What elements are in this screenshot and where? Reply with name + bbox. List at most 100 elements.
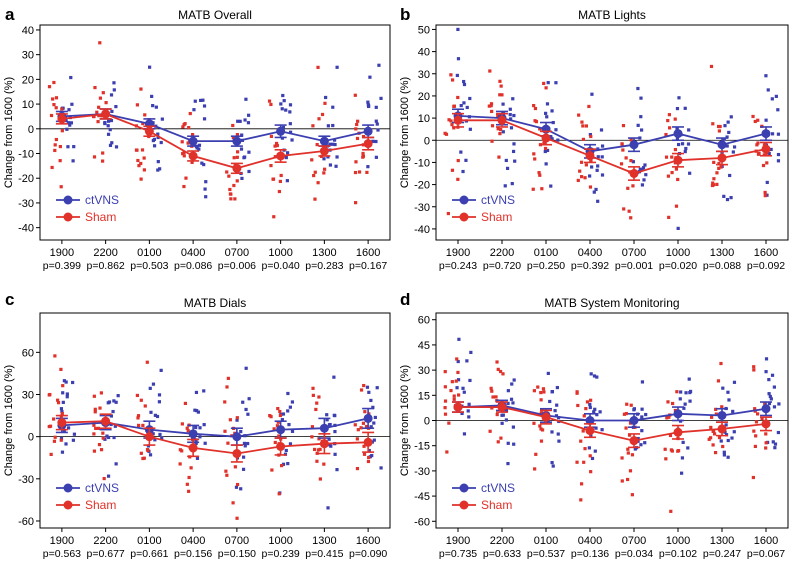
subject-point bbox=[108, 128, 112, 132]
subject-point bbox=[141, 122, 145, 126]
subject-point bbox=[374, 139, 378, 144]
subject-point bbox=[235, 132, 239, 137]
subject-point bbox=[374, 155, 378, 159]
subject-point bbox=[239, 147, 244, 151]
x-tick-label: 0400 bbox=[181, 535, 205, 547]
subject-point bbox=[235, 418, 239, 422]
subject-point bbox=[271, 177, 275, 181]
subject-point bbox=[626, 477, 630, 482]
subject-point bbox=[764, 432, 768, 436]
subject-point bbox=[158, 167, 162, 171]
subject-point bbox=[197, 143, 202, 147]
subject-point bbox=[181, 125, 185, 129]
subject-point bbox=[632, 408, 636, 412]
subject-point bbox=[455, 386, 459, 390]
y-tick-label: -10 bbox=[414, 157, 430, 169]
series-sham bbox=[55, 413, 375, 463]
subject-point bbox=[328, 142, 332, 146]
subject-point bbox=[550, 109, 554, 113]
subject-point bbox=[320, 112, 325, 117]
subject-point bbox=[136, 158, 140, 163]
p-value-label: p=0.086 bbox=[174, 260, 212, 272]
subject-point bbox=[683, 150, 687, 154]
subject-point bbox=[136, 416, 140, 420]
subject-point bbox=[722, 194, 726, 198]
subject-point bbox=[232, 156, 236, 160]
subject-point bbox=[114, 400, 118, 404]
panel-c: c MATB Dials Change from 1600 (%) -60 -30 0 30… bbox=[3, 290, 391, 560]
mean-marker bbox=[453, 402, 463, 412]
subject-point bbox=[549, 184, 553, 188]
subject-point bbox=[195, 456, 200, 460]
subject-point bbox=[468, 96, 472, 101]
subject-point bbox=[600, 428, 604, 432]
subject-point bbox=[490, 139, 494, 143]
subject-point bbox=[506, 389, 510, 393]
subject-point bbox=[231, 501, 235, 505]
subject-point bbox=[667, 415, 671, 419]
individual-points-ctvns bbox=[60, 63, 383, 199]
subject-point bbox=[374, 105, 378, 109]
p-value-label: p=0.250 bbox=[527, 260, 565, 272]
subject-point bbox=[542, 390, 546, 394]
subject-point bbox=[675, 106, 680, 111]
subject-point bbox=[59, 436, 64, 441]
subject-point bbox=[143, 113, 147, 117]
subject-point bbox=[447, 118, 451, 122]
series-sham bbox=[452, 112, 772, 181]
subject-point bbox=[683, 106, 687, 110]
subject-point bbox=[194, 390, 199, 395]
subject-point bbox=[226, 441, 230, 445]
subject-point bbox=[584, 407, 588, 411]
subject-point bbox=[240, 133, 244, 137]
subject-point bbox=[732, 380, 737, 384]
subject-point bbox=[50, 165, 54, 170]
subject-point bbox=[498, 369, 503, 374]
subject-point bbox=[60, 450, 65, 454]
subject-point bbox=[288, 103, 293, 107]
subject-point bbox=[512, 442, 516, 446]
subject-point bbox=[317, 117, 321, 121]
subject-point bbox=[723, 124, 727, 128]
subject-point bbox=[643, 163, 647, 167]
subject-point bbox=[629, 138, 633, 142]
subject-point bbox=[494, 395, 498, 399]
subject-point bbox=[54, 106, 58, 110]
subject-point bbox=[726, 120, 730, 124]
subject-point bbox=[720, 405, 724, 409]
panel-d: d MATB System Monitoring Change from 1600 … bbox=[399, 290, 789, 560]
subject-point bbox=[460, 411, 464, 416]
subject-point bbox=[711, 429, 715, 433]
subject-point bbox=[550, 390, 554, 394]
subject-point bbox=[762, 153, 766, 157]
subject-point bbox=[322, 462, 326, 466]
subject-point bbox=[355, 466, 360, 471]
mean-marker bbox=[363, 126, 373, 136]
subject-point bbox=[588, 454, 592, 458]
subject-point bbox=[188, 111, 192, 116]
subject-point bbox=[362, 383, 366, 388]
subject-point bbox=[160, 117, 164, 121]
subject-point bbox=[135, 393, 140, 398]
subject-point bbox=[71, 380, 75, 385]
subject-point bbox=[468, 378, 472, 383]
subject-point bbox=[511, 97, 515, 101]
subject-point bbox=[554, 81, 558, 85]
p-value-label: p=0.720 bbox=[483, 260, 521, 272]
subject-point bbox=[621, 148, 625, 152]
subject-point bbox=[626, 451, 630, 455]
subject-point bbox=[596, 147, 600, 151]
subject-point bbox=[92, 114, 96, 119]
subject-point bbox=[187, 126, 191, 130]
legend-label: Sham bbox=[85, 210, 116, 224]
subject-point bbox=[667, 215, 671, 219]
subject-point bbox=[496, 113, 500, 117]
subject-point bbox=[49, 452, 53, 456]
subject-point bbox=[374, 119, 378, 123]
p-value-label: p=0.034 bbox=[615, 548, 653, 560]
subject-point bbox=[368, 75, 372, 79]
subject-point bbox=[98, 406, 102, 410]
plot-frame bbox=[435, 24, 789, 241]
mean-marker bbox=[717, 153, 727, 163]
subject-point bbox=[134, 148, 139, 152]
